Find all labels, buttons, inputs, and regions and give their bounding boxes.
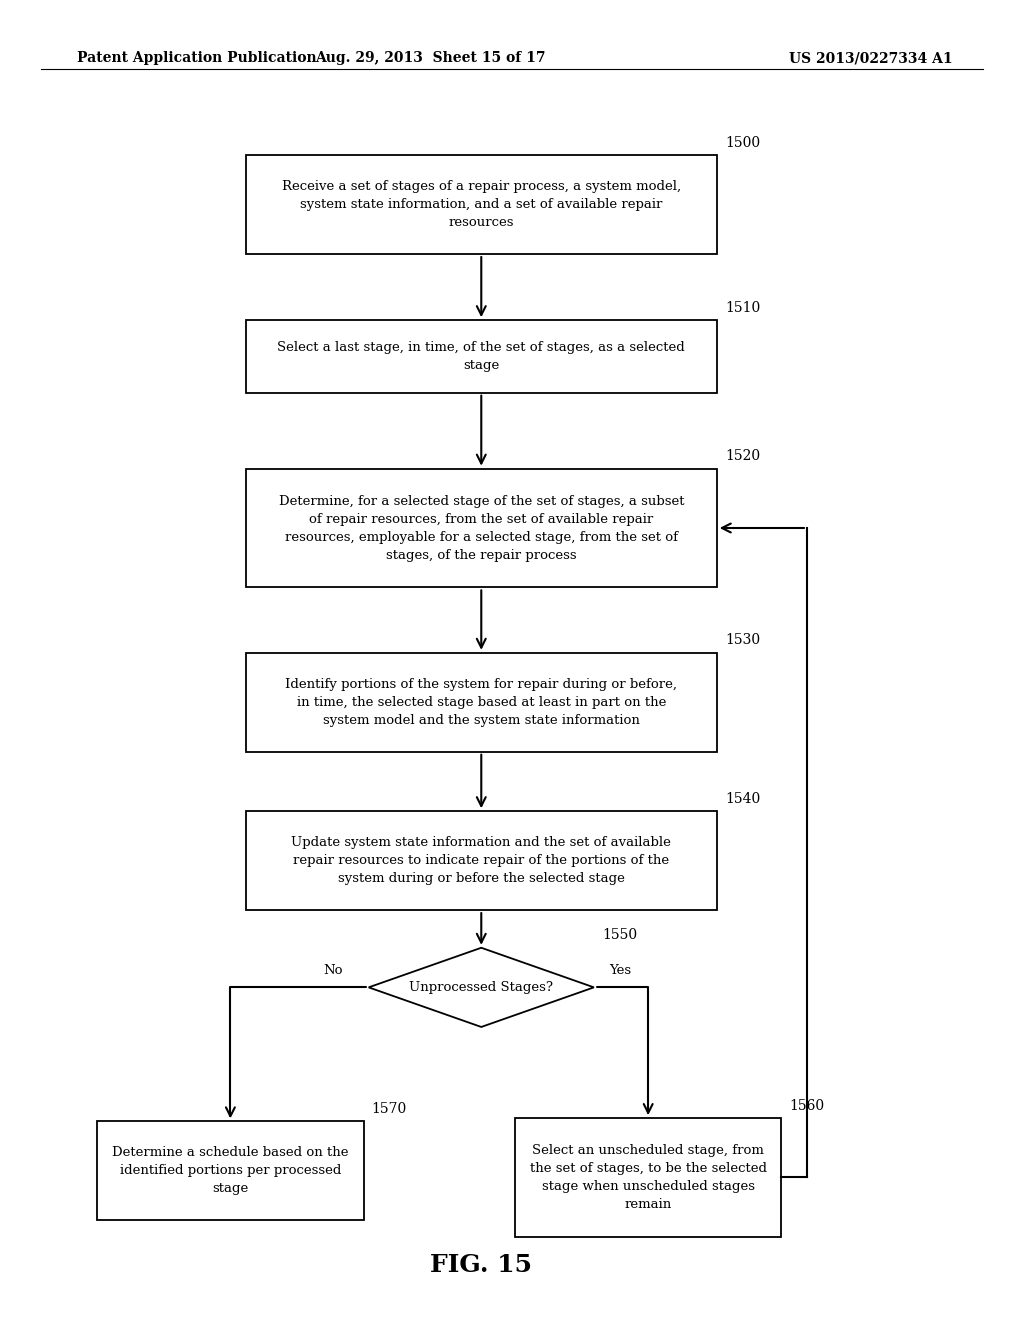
FancyBboxPatch shape: [246, 156, 717, 253]
Text: FIG. 15: FIG. 15: [430, 1253, 532, 1276]
Text: 1530: 1530: [725, 634, 760, 647]
Text: Update system state information and the set of available
repair resources to ind: Update system state information and the …: [292, 836, 671, 886]
Text: Aug. 29, 2013  Sheet 15 of 17: Aug. 29, 2013 Sheet 15 of 17: [314, 51, 546, 65]
Text: Unprocessed Stages?: Unprocessed Stages?: [410, 981, 553, 994]
Text: 1570: 1570: [372, 1102, 407, 1117]
Text: Receive a set of stages of a repair process, a system model,
system state inform: Receive a set of stages of a repair proc…: [282, 180, 681, 230]
Text: Identify portions of the system for repair during or before,
in time, the select: Identify portions of the system for repa…: [286, 677, 677, 727]
Text: 1500: 1500: [725, 136, 760, 150]
Text: No: No: [324, 964, 343, 977]
FancyBboxPatch shape: [246, 319, 717, 393]
Text: 1520: 1520: [725, 449, 760, 463]
Text: Yes: Yes: [609, 964, 632, 977]
FancyBboxPatch shape: [97, 1121, 364, 1220]
Text: US 2013/0227334 A1: US 2013/0227334 A1: [788, 51, 952, 65]
FancyBboxPatch shape: [515, 1118, 781, 1237]
FancyBboxPatch shape: [246, 810, 717, 911]
FancyBboxPatch shape: [246, 652, 717, 751]
Text: Determine a schedule based on the
identified portions per processed
stage: Determine a schedule based on the identi…: [113, 1146, 348, 1196]
Text: 1560: 1560: [790, 1098, 824, 1113]
Text: Select a last stage, in time, of the set of stages, as a selected
stage: Select a last stage, in time, of the set…: [278, 341, 685, 372]
FancyBboxPatch shape: [246, 469, 717, 587]
Text: Patent Application Publication: Patent Application Publication: [77, 51, 316, 65]
Text: Select an unscheduled stage, from
the set of stages, to be the selected
stage wh: Select an unscheduled stage, from the se…: [529, 1144, 767, 1210]
Text: 1510: 1510: [725, 301, 760, 315]
Text: 1550: 1550: [602, 928, 637, 942]
Text: 1540: 1540: [725, 792, 760, 805]
Text: Determine, for a selected stage of the set of stages, a subset
of repair resourc: Determine, for a selected stage of the s…: [279, 495, 684, 561]
Polygon shape: [369, 948, 594, 1027]
